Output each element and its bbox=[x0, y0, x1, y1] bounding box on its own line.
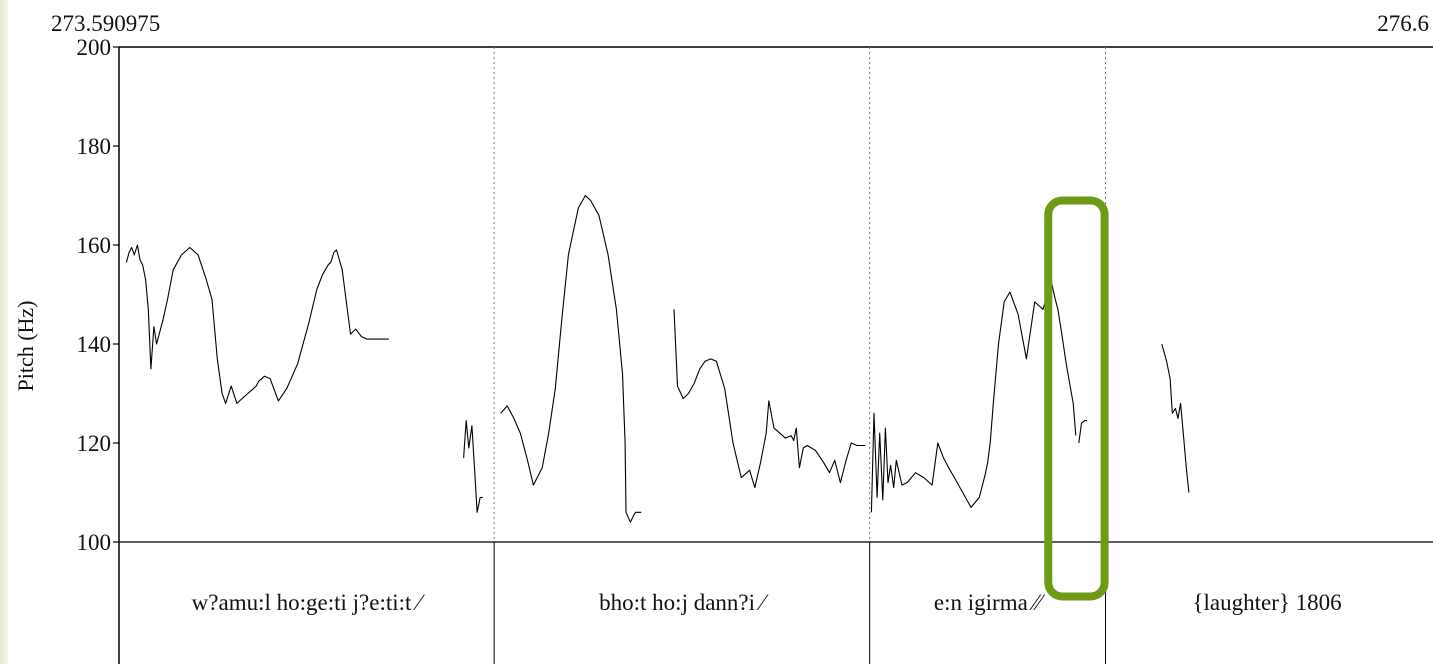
time-end-label: 276.6 bbox=[1377, 11, 1429, 36]
tier-interval-label: bho:t ho:j dann?i ⁄ bbox=[599, 590, 765, 615]
interval-boundaries bbox=[493, 47, 1106, 664]
y-tick-label: 100 bbox=[77, 530, 112, 555]
pitch-contour-line bbox=[463, 420, 483, 513]
y-axis-ticks: 100 120 140 160 180 200 bbox=[77, 35, 119, 555]
y-tick-label: 140 bbox=[77, 332, 112, 357]
y-tick-label: 120 bbox=[77, 431, 112, 456]
tier-interval-label: e:n igirma ⁄⁄ bbox=[933, 590, 1042, 615]
pitch-series bbox=[125, 194, 1190, 523]
highlight-box bbox=[1044, 196, 1109, 601]
pitch-contour-line bbox=[1078, 420, 1088, 444]
y-tick-label: 180 bbox=[77, 134, 112, 159]
pitch-contour-line bbox=[673, 309, 866, 489]
plot-frame bbox=[118, 46, 1433, 664]
pitch-contour-line bbox=[125, 244, 389, 404]
time-start-label: 273.590975 bbox=[51, 11, 161, 36]
left-decorative-strip bbox=[0, 0, 8, 664]
pitch-contour-line bbox=[1161, 343, 1190, 493]
tier-interval-label: {laughter} 1806 bbox=[1192, 590, 1342, 615]
annotations bbox=[1044, 196, 1109, 601]
pitch-contour-line bbox=[500, 194, 642, 523]
y-tick-label: 200 bbox=[77, 35, 112, 60]
y-tick-label: 160 bbox=[77, 233, 112, 258]
tier-interval-label: w?amu:l ho:ge:ti j?e:ti:t ⁄ bbox=[191, 590, 422, 615]
